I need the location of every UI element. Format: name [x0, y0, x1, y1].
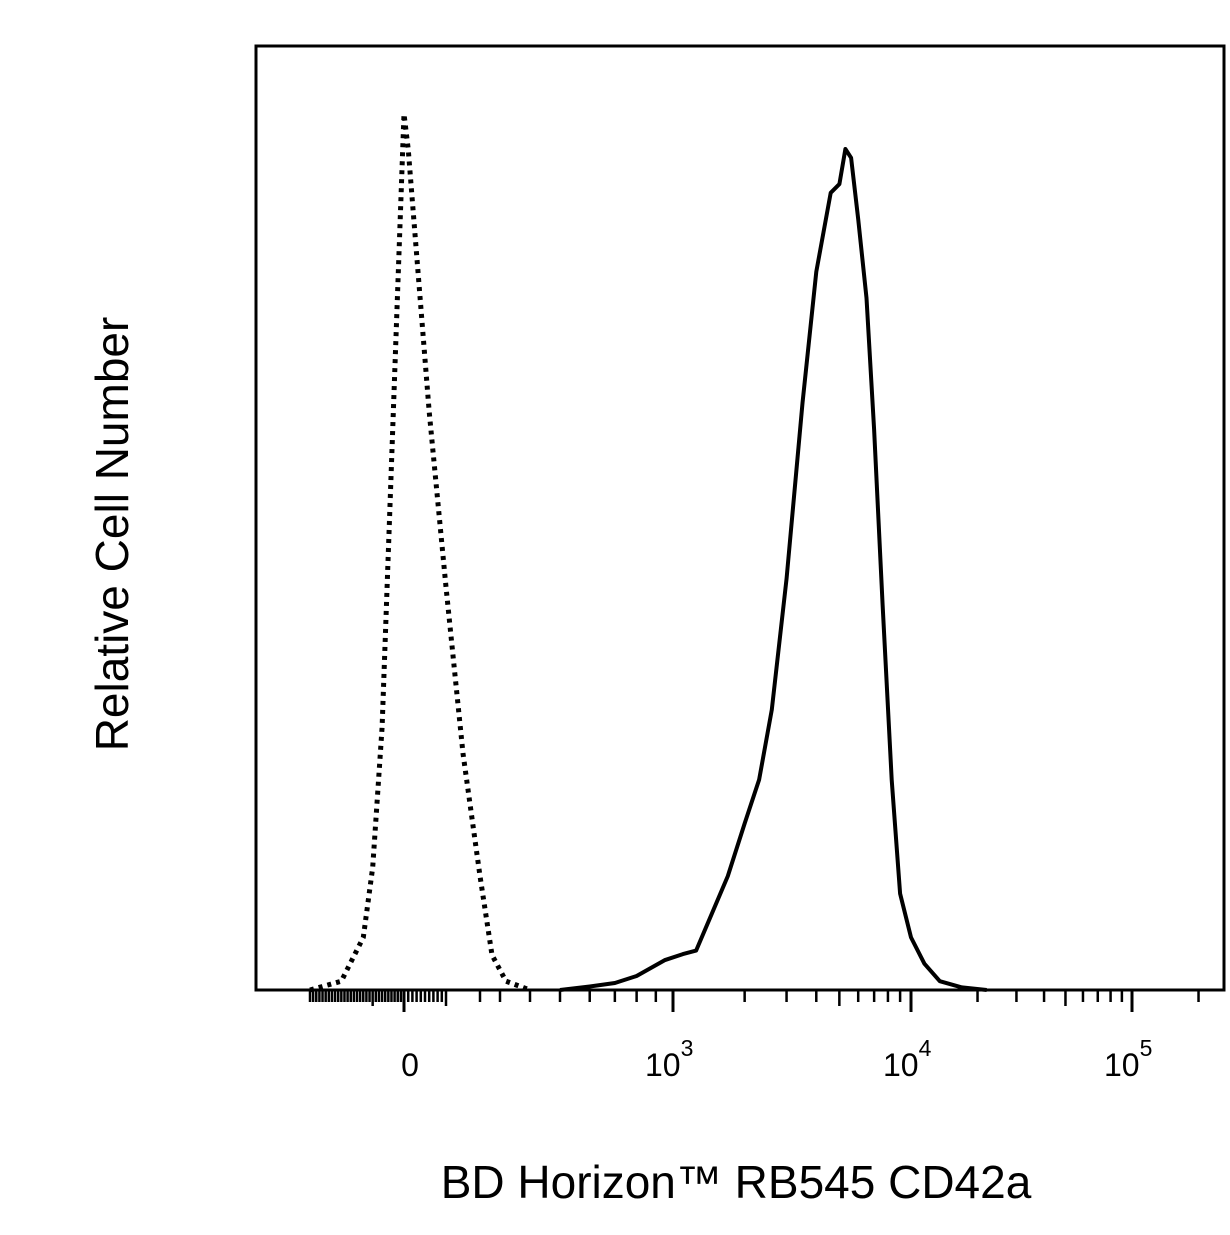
- plot-frame: [254, 44, 1226, 992]
- x-tick-label: 104: [883, 1035, 932, 1083]
- major-ticks: [402, 990, 1134, 1012]
- x-tick-label: 105: [1104, 1035, 1152, 1083]
- dotted-control-histogram-line: [309, 111, 531, 993]
- x-tick-label: 103: [645, 1035, 693, 1083]
- x-axis-title: BD Horizon™ RB545 CD42a: [441, 1156, 1032, 1208]
- series-layer: [309, 111, 987, 993]
- x-tick-labels: 0 103 104 105: [401, 1035, 1152, 1083]
- minor-ticks: [308, 990, 1200, 1006]
- x-tick-label: 0: [401, 1047, 419, 1083]
- solid-stained-histogram-line: [559, 147, 987, 992]
- y-axis-title: Relative Cell Number: [86, 317, 138, 752]
